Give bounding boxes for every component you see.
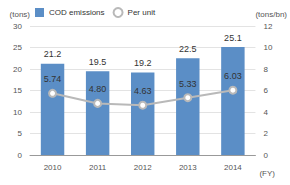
- svg-text:19.5: 19.5: [89, 57, 107, 67]
- svg-text:15: 15: [13, 86, 22, 95]
- svg-text:12: 12: [263, 22, 272, 31]
- svg-text:10: 10: [13, 108, 22, 117]
- svg-text:6: 6: [263, 86, 268, 95]
- svg-text:5.74: 5.74: [44, 74, 62, 84]
- svg-text:(tons/bn): (tons/bn): [255, 10, 287, 19]
- svg-text:20: 20: [13, 65, 22, 74]
- svg-text:21.2: 21.2: [44, 49, 62, 59]
- svg-text:2014: 2014: [224, 163, 242, 172]
- svg-text:4: 4: [263, 108, 268, 117]
- svg-text:30: 30: [13, 22, 22, 31]
- svg-text:6.03: 6.03: [224, 71, 242, 81]
- svg-text:5.33: 5.33: [179, 79, 197, 89]
- svg-text:4.63: 4.63: [134, 86, 152, 96]
- svg-text:22.5: 22.5: [179, 44, 197, 54]
- svg-text:2010: 2010: [44, 163, 62, 172]
- svg-text:19.2: 19.2: [134, 58, 152, 68]
- svg-text:2012: 2012: [134, 163, 152, 172]
- svg-text:COD emissions: COD emissions: [49, 8, 105, 17]
- svg-text:(tons): (tons): [10, 10, 31, 19]
- svg-text:0: 0: [263, 151, 268, 160]
- svg-text:2: 2: [263, 129, 268, 138]
- svg-text:2011: 2011: [89, 163, 107, 172]
- svg-text:0: 0: [18, 151, 23, 160]
- svg-text:(FY): (FY): [259, 169, 275, 178]
- svg-text:8: 8: [263, 65, 268, 74]
- svg-text:Per unit: Per unit: [128, 8, 156, 17]
- svg-text:4.80: 4.80: [89, 84, 107, 94]
- svg-text:10: 10: [263, 43, 272, 52]
- svg-text:5: 5: [18, 129, 23, 138]
- svg-text:25: 25: [13, 43, 22, 52]
- svg-text:2013: 2013: [179, 163, 197, 172]
- svg-text:25.1: 25.1: [224, 33, 242, 43]
